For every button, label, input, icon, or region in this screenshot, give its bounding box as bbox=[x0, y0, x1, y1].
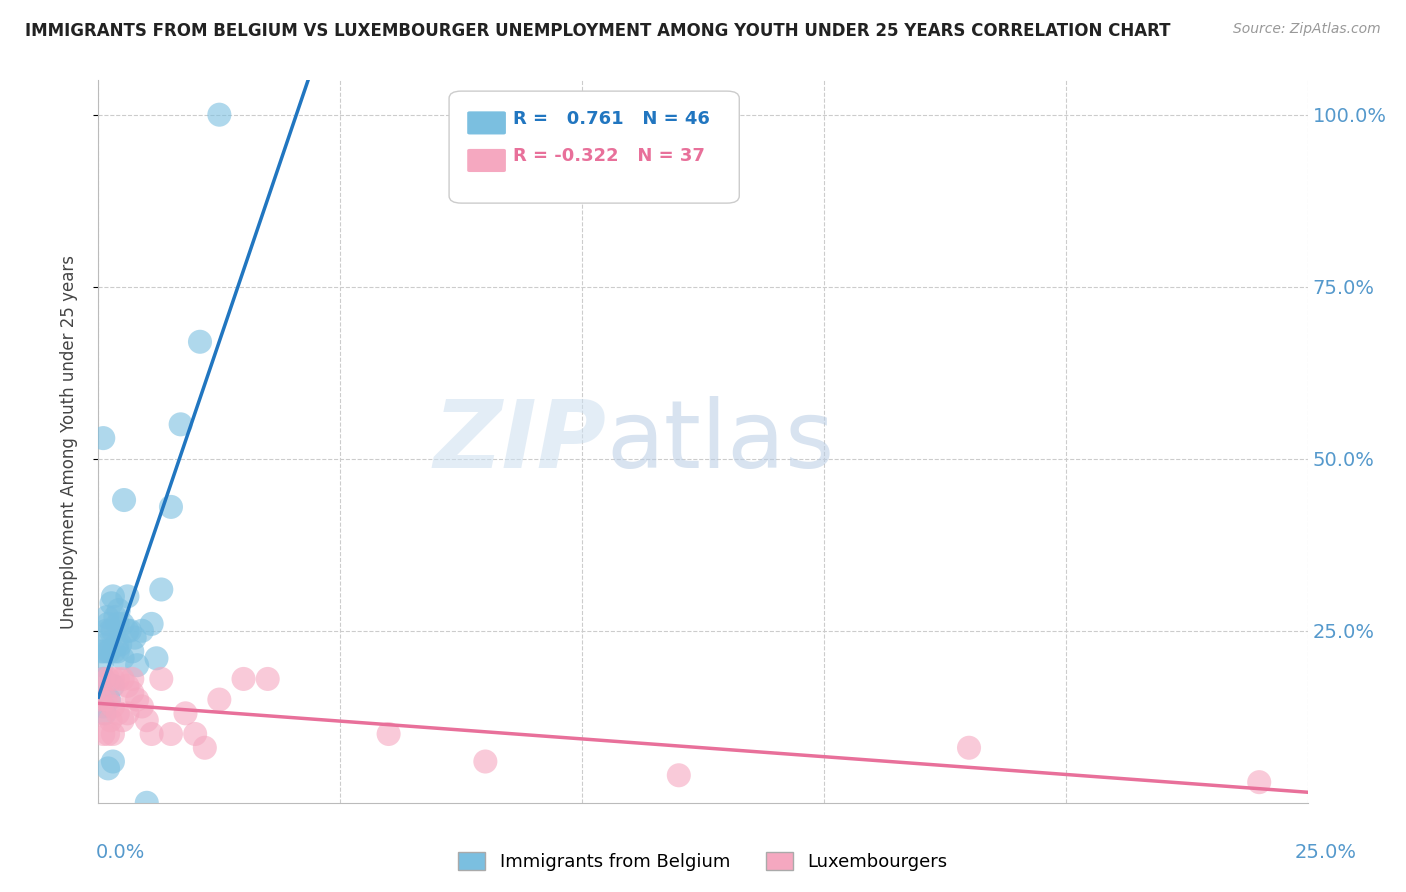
Point bbox=[474, 755, 496, 769]
Point bbox=[91, 727, 114, 741]
Point bbox=[194, 740, 217, 755]
Point bbox=[150, 672, 173, 686]
Point bbox=[184, 727, 207, 741]
Point bbox=[101, 755, 124, 769]
Point bbox=[101, 672, 124, 686]
Point bbox=[208, 108, 231, 122]
Point bbox=[111, 651, 134, 665]
Point bbox=[256, 672, 278, 686]
Text: 25.0%: 25.0% bbox=[1295, 843, 1357, 862]
Text: 0.0%: 0.0% bbox=[96, 843, 145, 862]
Point bbox=[135, 713, 157, 727]
Point bbox=[101, 590, 124, 604]
Point bbox=[141, 616, 163, 631]
Point bbox=[174, 706, 197, 721]
Point bbox=[103, 644, 125, 658]
Point bbox=[91, 706, 114, 721]
Point bbox=[101, 624, 124, 638]
Text: ZIP: ZIP bbox=[433, 395, 606, 488]
Text: R =   0.761   N = 46: R = 0.761 N = 46 bbox=[513, 110, 710, 128]
Point bbox=[97, 616, 120, 631]
Point bbox=[93, 644, 115, 658]
Text: Source: ZipAtlas.com: Source: ZipAtlas.com bbox=[1233, 22, 1381, 37]
Point bbox=[94, 638, 117, 652]
FancyBboxPatch shape bbox=[449, 91, 740, 203]
Point bbox=[91, 431, 114, 445]
Point bbox=[107, 603, 129, 617]
Point bbox=[131, 624, 153, 638]
Point bbox=[111, 672, 134, 686]
Point bbox=[377, 727, 399, 741]
Point bbox=[121, 672, 143, 686]
Point bbox=[96, 624, 118, 638]
Point bbox=[94, 692, 117, 706]
Text: IMMIGRANTS FROM BELGIUM VS LUXEMBOURGER UNEMPLOYMENT AMONG YOUTH UNDER 25 YEARS : IMMIGRANTS FROM BELGIUM VS LUXEMBOURGER … bbox=[25, 22, 1171, 40]
Point bbox=[124, 631, 146, 645]
Point bbox=[668, 768, 690, 782]
Point bbox=[121, 686, 143, 700]
Point bbox=[131, 699, 153, 714]
Point bbox=[117, 706, 139, 721]
Point bbox=[101, 679, 124, 693]
Point bbox=[104, 610, 127, 624]
Point bbox=[108, 638, 131, 652]
Point bbox=[118, 624, 141, 638]
Point bbox=[232, 672, 254, 686]
Point bbox=[112, 493, 135, 508]
Point bbox=[91, 699, 114, 714]
Point bbox=[100, 713, 122, 727]
FancyBboxPatch shape bbox=[467, 112, 506, 135]
Point bbox=[121, 644, 143, 658]
Point bbox=[1249, 775, 1271, 789]
Point bbox=[111, 713, 134, 727]
Point bbox=[98, 644, 121, 658]
Point bbox=[208, 692, 231, 706]
Point bbox=[93, 706, 115, 721]
Point bbox=[101, 727, 124, 741]
Point bbox=[127, 692, 149, 706]
Point bbox=[117, 590, 139, 604]
Point bbox=[150, 582, 173, 597]
Point bbox=[97, 727, 120, 741]
Point bbox=[98, 692, 121, 706]
Point bbox=[100, 624, 122, 638]
Point bbox=[145, 651, 167, 665]
Text: R = -0.322   N = 37: R = -0.322 N = 37 bbox=[513, 147, 704, 165]
Point bbox=[90, 692, 112, 706]
Point bbox=[91, 672, 114, 686]
Point bbox=[160, 727, 183, 741]
Point bbox=[107, 672, 129, 686]
Point bbox=[97, 644, 120, 658]
Point bbox=[160, 500, 183, 514]
Y-axis label: Unemployment Among Youth under 25 years: Unemployment Among Youth under 25 years bbox=[59, 254, 77, 629]
Point bbox=[117, 624, 139, 638]
Point bbox=[135, 796, 157, 810]
Point bbox=[97, 692, 120, 706]
Point bbox=[97, 672, 120, 686]
Point bbox=[141, 727, 163, 741]
Point bbox=[97, 761, 120, 775]
Point bbox=[169, 417, 191, 432]
Point bbox=[188, 334, 211, 349]
Point bbox=[957, 740, 980, 755]
Point bbox=[100, 596, 122, 610]
Point bbox=[111, 616, 134, 631]
Point bbox=[117, 679, 139, 693]
Point bbox=[90, 644, 112, 658]
Point bbox=[105, 638, 128, 652]
Point bbox=[101, 699, 124, 714]
Point bbox=[107, 616, 129, 631]
Point bbox=[127, 658, 149, 673]
Text: atlas: atlas bbox=[606, 395, 835, 488]
Point bbox=[91, 672, 114, 686]
Point bbox=[107, 706, 129, 721]
Legend: Immigrants from Belgium, Luxembourgers: Immigrants from Belgium, Luxembourgers bbox=[451, 845, 955, 879]
Point bbox=[96, 610, 118, 624]
Point bbox=[107, 644, 129, 658]
FancyBboxPatch shape bbox=[467, 149, 506, 172]
Point bbox=[90, 658, 112, 673]
